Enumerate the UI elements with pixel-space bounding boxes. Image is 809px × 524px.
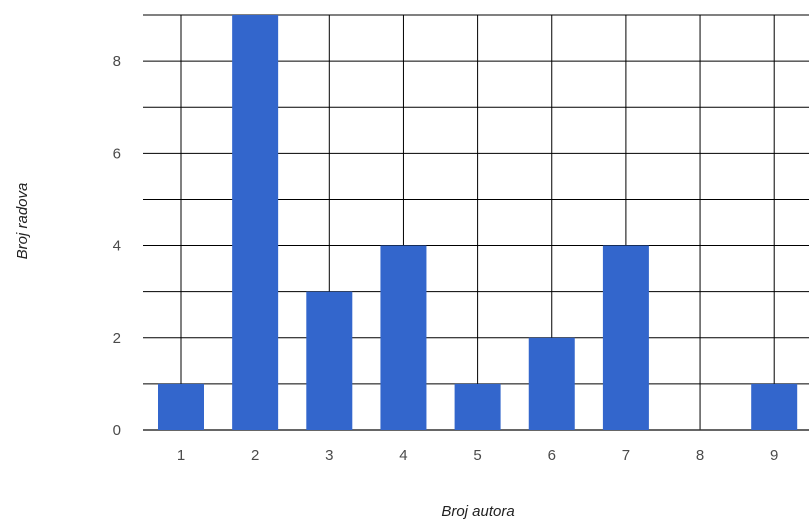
y-tick-label: 0 bbox=[113, 422, 121, 439]
y-tick-label: 6 bbox=[113, 145, 121, 162]
x-axis-title: Broj autora bbox=[441, 503, 514, 520]
bar-5 bbox=[454, 383, 501, 430]
x-tick-label: 5 bbox=[473, 447, 481, 464]
bar-1 bbox=[158, 383, 204, 430]
y-axis-tick-labels: 0 2 4 6 8 bbox=[113, 53, 121, 439]
y-axis-title: Broj radova bbox=[14, 183, 31, 260]
bar-9 bbox=[751, 383, 798, 430]
x-axis-tick-labels: 1 2 3 4 5 6 7 8 9 bbox=[177, 447, 779, 464]
y-tick-label: 4 bbox=[113, 238, 121, 255]
y-tick-label: 8 bbox=[113, 53, 121, 70]
bar-7 bbox=[602, 245, 649, 430]
y-tick-label: 2 bbox=[113, 330, 121, 347]
bar-3 bbox=[306, 291, 353, 430]
bar-4 bbox=[380, 245, 427, 430]
x-tick-label: 1 bbox=[177, 447, 185, 464]
x-tick-label: 4 bbox=[399, 447, 407, 464]
bars bbox=[158, 15, 798, 430]
bar-2 bbox=[232, 15, 279, 430]
x-tick-label: 2 bbox=[251, 447, 259, 464]
x-tick-label: 6 bbox=[548, 447, 556, 464]
x-tick-label: 9 bbox=[770, 447, 778, 464]
x-tick-label: 7 bbox=[622, 447, 630, 464]
bar-6 bbox=[528, 337, 575, 430]
x-tick-label: 3 bbox=[325, 447, 333, 464]
x-tick-label: 8 bbox=[696, 447, 704, 464]
